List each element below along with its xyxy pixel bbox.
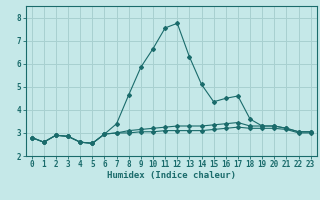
X-axis label: Humidex (Indice chaleur): Humidex (Indice chaleur) — [107, 171, 236, 180]
